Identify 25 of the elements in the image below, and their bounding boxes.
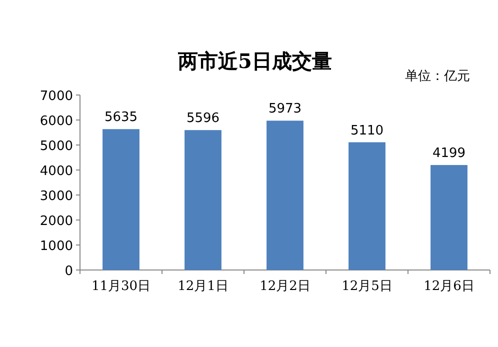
y-tick-label: 0	[64, 264, 73, 279]
x-tick-label: 12月1日	[178, 279, 228, 294]
y-tick-label: 4000	[40, 164, 73, 179]
bar	[266, 120, 304, 270]
bar	[348, 142, 386, 270]
y-tick-label: 1000	[40, 239, 73, 254]
data-label: 5596	[186, 111, 220, 126]
x-tick-label: 12月6日	[424, 279, 474, 294]
chart-title: 两市近5日成交量	[177, 49, 332, 73]
data-label: 4199	[432, 146, 466, 162]
y-tick-label: 2000	[40, 214, 73, 229]
data-label: 5110	[350, 123, 384, 138]
x-tick-label: 12月2日	[260, 279, 310, 294]
y-tick-label: 7000	[40, 89, 73, 104]
data-label: 5973	[268, 102, 302, 117]
x-tick-label: 12月5日	[342, 279, 392, 294]
x-tick-label: 11月30日	[91, 279, 151, 294]
bar	[184, 130, 222, 270]
bar	[430, 165, 468, 270]
bar	[102, 129, 140, 270]
data-label: 5635	[104, 110, 138, 126]
y-tick-label: 6000	[40, 114, 73, 129]
y-tick-label: 5000	[40, 139, 73, 154]
y-tick-label: 3000	[40, 189, 73, 204]
text: 单位：亿元	[405, 69, 470, 84]
